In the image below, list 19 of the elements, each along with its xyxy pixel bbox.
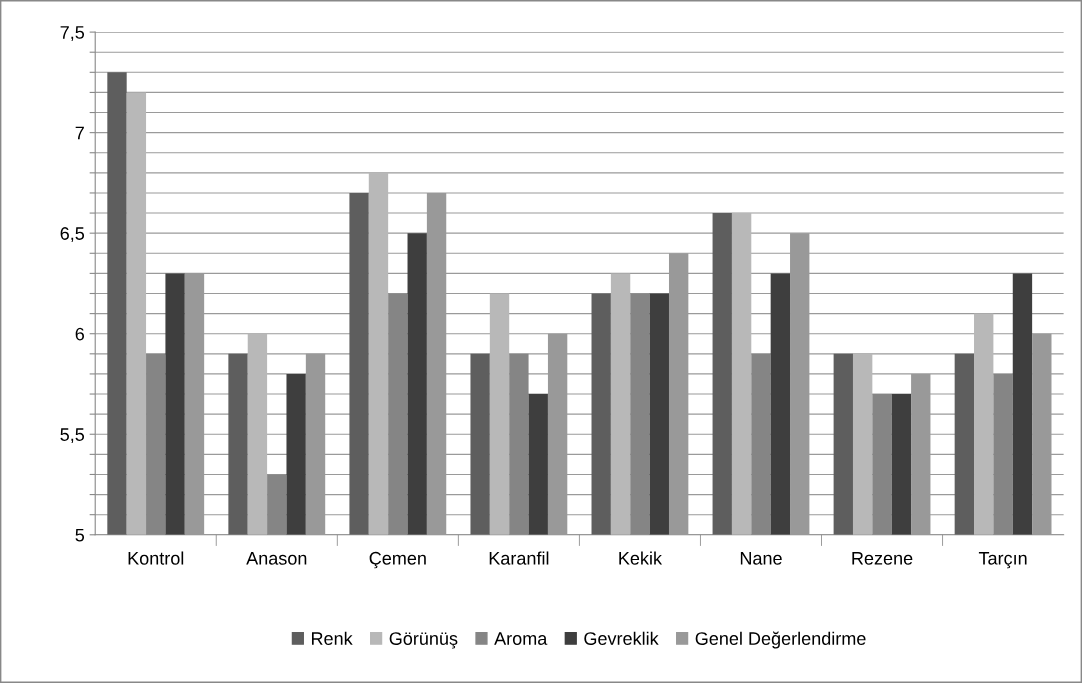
x-tick-label: Nane	[740, 552, 782, 565]
legend-label: Gevreklik	[584, 631, 659, 645]
x-tick-label: Tarçın	[978, 552, 1027, 569]
legend-label: Aroma	[494, 632, 548, 645]
y-tick-label: 7	[75, 126, 84, 140]
x-tick-label: Çemen	[369, 551, 426, 569]
legend-label: Renk	[311, 631, 353, 645]
y-tick-label: 6	[75, 327, 85, 341]
y-tick-label: 5,5	[60, 428, 85, 444]
x-tick-label: Kekik	[619, 551, 663, 565]
y-tick-label: 5	[75, 528, 85, 542]
legend-label: Görünüş	[389, 632, 458, 649]
x-tick-label: Rezene	[852, 552, 913, 565]
y-tick-label: 6,5	[60, 227, 85, 243]
x-tick-label: Karanfil	[489, 551, 549, 565]
x-tick-label: Kontrol	[128, 551, 184, 565]
y-tick-label: 7,5	[60, 26, 85, 41]
x-tick-label: Anason	[246, 552, 307, 565]
legend-label: Genel Değerlendirme	[695, 631, 866, 649]
